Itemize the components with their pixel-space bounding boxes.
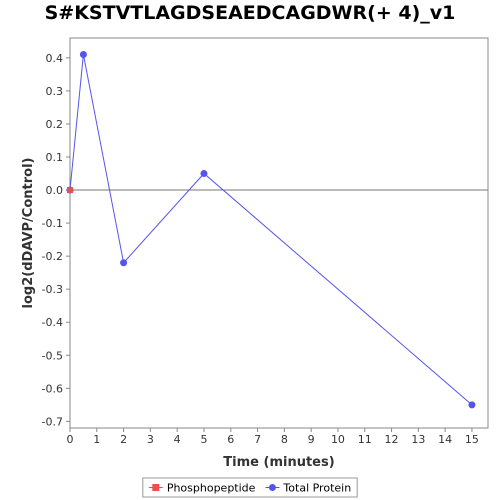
y-tick-label: -0.2	[42, 250, 63, 263]
data-point-circle	[468, 401, 476, 409]
y-tick-label: -0.7	[42, 415, 63, 428]
y-axis: 0.4 0.3 0.2 0.1 0.0 -0.1 -0.2 -0.3 -0.4 -0.5 -0.6 -…	[42, 52, 70, 428]
x-tick-label: 12	[385, 433, 399, 446]
plot-frame	[69, 37, 489, 429]
x-tick-label: 2	[120, 433, 127, 446]
plot-area	[69, 37, 489, 429]
series-layer	[66, 51, 476, 409]
legend-label: Total Protein	[282, 482, 351, 495]
x-axis-label: Time (minutes)	[223, 455, 334, 470]
data-point-circle	[79, 51, 87, 59]
y-tick-label: 0.0	[46, 184, 64, 197]
data-point-circle	[120, 259, 128, 267]
x-tick-label: 10	[331, 433, 345, 446]
legend-box	[142, 477, 358, 498]
legend-marker-square	[152, 484, 160, 491]
x-tick-label: 8	[281, 433, 288, 446]
y-tick-label: 0.1	[46, 151, 64, 164]
x-tick-label: 9	[308, 433, 315, 446]
y-tick-label: 0.2	[46, 118, 64, 131]
y-tick-label: -0.1	[42, 217, 63, 230]
y-tick-label: -0.6	[42, 382, 63, 395]
x-tick-label: 13	[411, 433, 425, 446]
y-tick-label: 0.3	[46, 85, 64, 98]
y-tick-label: 0.4	[46, 52, 64, 65]
chart-title: S#KSTVTLAGDSEAEDCAGDWR(+ 4)_v1	[44, 2, 456, 24]
x-tick-label: 7	[254, 433, 261, 446]
x-tick-label: 3	[147, 433, 154, 446]
x-tick-label: 0	[67, 433, 74, 446]
x-axis: 0 1 2 3 4 5 6 7 8 9 10 11 12 13 14 15	[67, 428, 479, 446]
y-tick-label: -0.3	[42, 283, 63, 296]
x-tick-label: 14	[438, 433, 452, 446]
x-tick-label: 1	[93, 433, 100, 446]
y-axis-label: log2(dDAVP/Control)	[21, 158, 36, 309]
x-tick-label: 11	[358, 433, 372, 446]
data-point-square	[67, 187, 73, 194]
legend-marker-circle	[268, 484, 276, 491]
y-tick-label: -0.5	[42, 349, 63, 362]
data-point-circle	[200, 170, 208, 178]
x-tick-label: 6	[227, 433, 234, 446]
x-tick-label: 5	[200, 433, 207, 446]
legend: Phosphopeptide Total Protein	[142, 477, 358, 498]
legend-label: Phosphopeptide	[167, 482, 256, 495]
y-tick-label: -0.4	[42, 316, 63, 329]
x-tick-label: 4	[174, 433, 181, 446]
x-tick-label: 15	[465, 433, 479, 446]
